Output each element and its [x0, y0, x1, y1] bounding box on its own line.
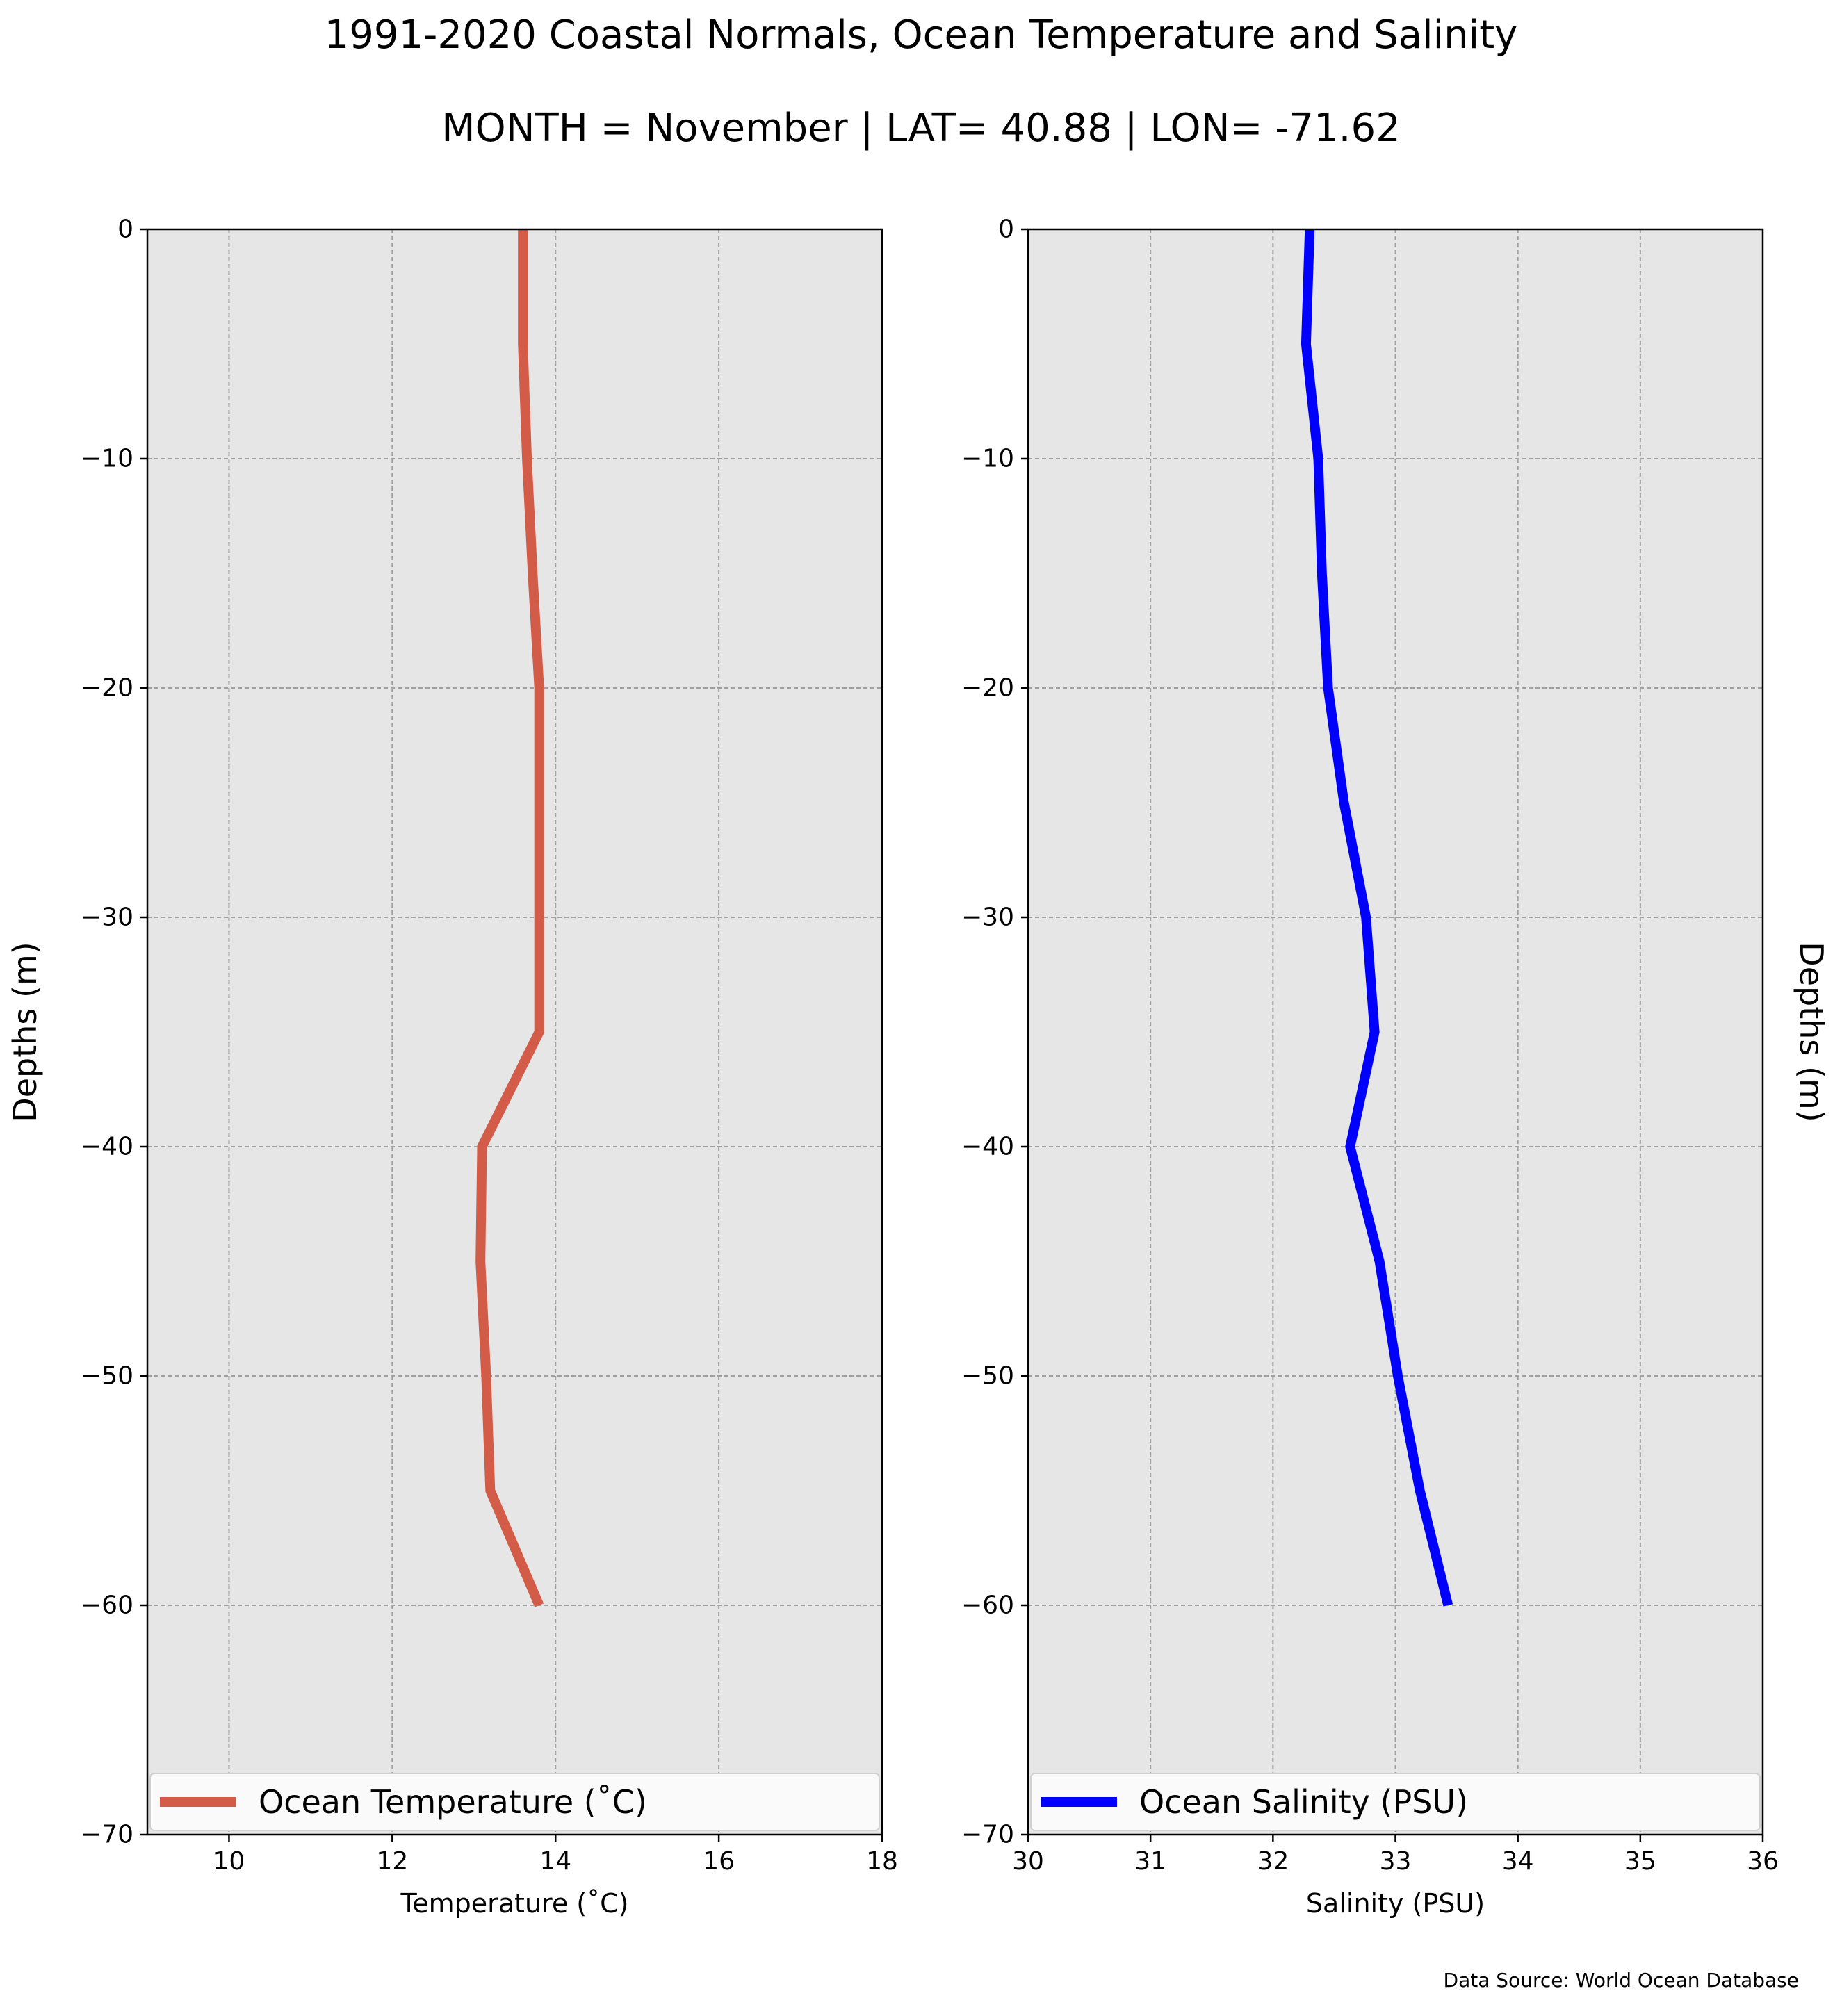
y-tick-label: −10 — [81, 445, 133, 473]
x-tick-label: 14 — [539, 1847, 571, 1876]
x-tick-label: 10 — [213, 1847, 245, 1876]
y-tick-label: 0 — [117, 215, 133, 244]
y-tick-label: −50 — [81, 1362, 133, 1391]
x-tick-label: 32 — [1257, 1847, 1289, 1876]
legend-label: Ocean Temperature (˚C) — [259, 1783, 647, 1821]
legend-box — [149, 1773, 880, 1831]
x-tick-label: 34 — [1502, 1847, 1534, 1876]
x-tick-label: 30 — [1012, 1847, 1044, 1876]
legend-box — [1030, 1773, 1761, 1831]
y-tick-label: −70 — [81, 1821, 133, 1849]
x-tick-label: 35 — [1624, 1847, 1656, 1876]
y-tick-label: −60 — [961, 1591, 1014, 1620]
series-line — [475, 229, 544, 1607]
y-tick-label: −60 — [81, 1591, 133, 1620]
y-tick-label: −50 — [961, 1362, 1014, 1391]
x-tick-label: 31 — [1134, 1847, 1166, 1876]
y-tick-label: −70 — [961, 1821, 1014, 1849]
x-axis-label: Temperature (˚C) — [400, 1888, 629, 1919]
y-tick-label: 0 — [998, 215, 1014, 244]
x-tick-label: 36 — [1747, 1847, 1779, 1876]
x-tick-label: 18 — [866, 1847, 898, 1876]
series-line — [1301, 229, 1453, 1607]
chart-title: 1991-2020 Coastal Normals, Ocean Tempera… — [324, 13, 1518, 58]
salinity-panel: Ocean Salinity (PSU) 30 31 32 33 34 35 36 0 −10 −2… — [961, 215, 1830, 1919]
y-tick-label: −30 — [81, 903, 133, 932]
y-tick-label: −40 — [961, 1133, 1014, 1161]
x-tick-label: 12 — [376, 1847, 408, 1876]
y-axis-label: Depths (m) — [1793, 942, 1830, 1122]
temperature-panel: Ocean Temperature (˚C) 10 12 14 16 18 0 −10 −20 −… — [6, 215, 898, 1919]
chart-subtitle: MONTH = November | LAT= 40.88 | LON= -71… — [441, 106, 1401, 151]
y-tick-label: −40 — [81, 1133, 133, 1161]
x-tick-label: 33 — [1380, 1847, 1412, 1876]
y-tick-label: −30 — [961, 903, 1014, 932]
plot-frame — [146, 228, 883, 1836]
x-axis-label: Salinity (PSU) — [1306, 1888, 1485, 1919]
y-tick-label: −10 — [961, 445, 1014, 473]
y-tick-label: −20 — [81, 674, 133, 703]
plot-area — [147, 229, 882, 1835]
y-tick-label: −20 — [961, 674, 1014, 703]
legend-label: Ocean Salinity (PSU) — [1139, 1783, 1468, 1821]
data-source-note: Data Source: World Ocean Database — [1443, 1969, 1799, 1992]
y-axis-label: Depths (m) — [6, 942, 44, 1122]
x-tick-label: 16 — [703, 1847, 735, 1876]
